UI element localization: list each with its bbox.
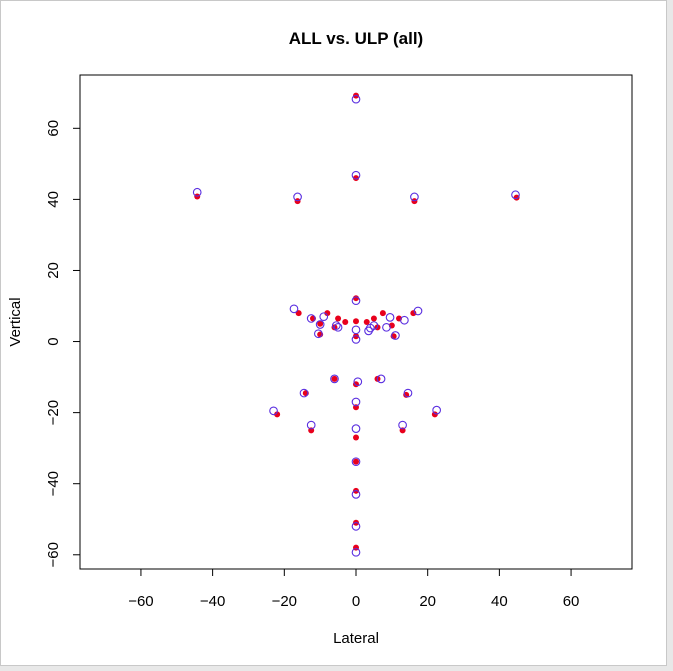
data-point-filled (353, 175, 359, 182)
data-point-hollow (351, 490, 361, 499)
data-point-hollow (351, 335, 361, 344)
data-point-hollow (403, 388, 413, 398)
data-point-filled (370, 315, 377, 322)
data-point-hollow (289, 304, 299, 314)
data-point-filled (324, 310, 331, 317)
data-point-hollow (400, 315, 409, 325)
data-point-filled (353, 318, 359, 325)
y-axis: −60 −40 −20 0 20 40 60 (45, 120, 81, 568)
data-point-hollow (398, 420, 407, 430)
data-point-hollow (315, 320, 325, 329)
data-point-hollow (306, 420, 316, 430)
data-point-hollow (331, 321, 341, 330)
chart-title: ALL vs. ULP (all) (289, 29, 423, 48)
x-tick-label: 60 (563, 593, 580, 610)
data-point-filled (379, 310, 386, 317)
data-point-hollow (391, 331, 400, 340)
x-tick-label: 20 (419, 593, 436, 610)
data-point-hollow (333, 322, 343, 332)
data-point-hollow (314, 329, 323, 339)
data-point-filled (410, 310, 417, 317)
data-point-hollow (351, 522, 361, 531)
data-point-hollow (351, 325, 361, 335)
data-point-hollow (351, 424, 361, 433)
data-point-hollow (353, 377, 363, 387)
x-axis-label: Lateral (333, 630, 379, 647)
data-point-hollow (385, 313, 395, 322)
data-point-filled (353, 458, 359, 465)
x-tick-label: 0 (352, 593, 360, 610)
x-tick-label: −60 (128, 593, 153, 610)
data-point-hollow (319, 312, 329, 322)
data-point-filled (353, 434, 359, 441)
plot-marks (192, 92, 520, 557)
data-point-hollow (351, 547, 361, 557)
data-point-hollow (413, 306, 423, 316)
data-point-hollow (269, 406, 278, 416)
y-axis-label: Vertical (7, 297, 24, 346)
data-point-hollow (192, 187, 202, 197)
data-point-filled (317, 320, 324, 327)
y-tick-label: 0 (45, 337, 62, 345)
data-point-hollow (351, 296, 361, 306)
data-point-filled (335, 315, 342, 322)
y-tick-label: 40 (45, 191, 62, 208)
data-point-hollow (351, 170, 361, 180)
data-point-hollow (306, 314, 316, 323)
data-point-hollow (364, 326, 373, 336)
data-point-hollow (299, 388, 309, 398)
y-tick-label: −20 (45, 400, 62, 425)
y-tick-label: −40 (45, 471, 62, 496)
data-point-hollow (293, 192, 302, 202)
x-tick-label: −20 (272, 593, 297, 610)
data-point-filled (342, 319, 349, 325)
data-point-hollow (351, 397, 361, 407)
data-point-filled (331, 375, 338, 382)
y-tick-label: 20 (45, 262, 62, 279)
data-point-hollow (376, 374, 386, 384)
y-tick-label: 60 (45, 120, 62, 137)
x-axis: −60 −40 −20 0 20 40 60 (128, 568, 580, 610)
x-tick-label: −40 (200, 593, 225, 610)
data-point-hollow (410, 192, 419, 202)
data-point-filled (353, 333, 359, 340)
data-point-hollow (351, 457, 361, 467)
x-tick-label: 40 (491, 593, 508, 610)
data-point-filled (513, 194, 520, 201)
data-point-hollow (351, 94, 361, 104)
y-tick-label: −60 (45, 542, 62, 567)
data-point-hollow (330, 374, 339, 384)
data-point-hollow (511, 190, 520, 200)
data-point-hollow (382, 322, 391, 332)
data-point-filled (363, 319, 370, 325)
data-point-hollow (432, 405, 441, 415)
data-point-filled (274, 411, 281, 418)
